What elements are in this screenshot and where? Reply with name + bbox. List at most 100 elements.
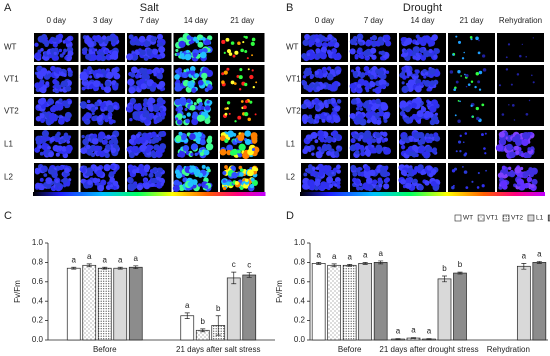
legend-swatch (454, 214, 462, 222)
leaf (48, 53, 53, 59)
error-bar (184, 312, 190, 320)
leaf (463, 170, 468, 174)
leaf (320, 148, 326, 153)
leaf (485, 169, 487, 172)
leaf (423, 151, 430, 158)
leaf (82, 178, 86, 183)
leaf (428, 39, 436, 47)
leaf (357, 49, 362, 54)
leaf (476, 116, 480, 121)
leaf (435, 103, 439, 107)
fluorescence-image (448, 97, 495, 126)
leaf (459, 150, 462, 153)
fluorescence-image (126, 130, 172, 159)
leaf (186, 98, 192, 104)
leaf (414, 97, 422, 104)
leaf (237, 149, 241, 154)
significance-letter: a (118, 255, 123, 264)
leaf (59, 88, 63, 92)
leaf (452, 53, 455, 56)
fluorescence-image (301, 130, 348, 159)
error-bar (215, 315, 221, 336)
leaf (199, 139, 206, 146)
leaf (306, 167, 313, 174)
leaf (381, 79, 387, 85)
panel-title: Salt (140, 2, 159, 14)
leaf (108, 113, 113, 117)
leaf (224, 107, 227, 111)
leaf (310, 131, 318, 139)
significance-letter: a (427, 327, 432, 336)
leaf (336, 184, 341, 189)
leaf (57, 117, 65, 125)
leaf (457, 140, 462, 144)
leaf (63, 134, 70, 141)
error-bar (102, 266, 108, 270)
leaf (328, 183, 334, 189)
panel-letter: D (286, 210, 294, 222)
leaf (207, 135, 213, 141)
y-tick-label: 0.4 (294, 296, 306, 305)
leaf (175, 135, 182, 141)
leaf (46, 183, 52, 189)
leaf (157, 74, 163, 80)
significance-letter: a (396, 327, 401, 336)
leaf (43, 37, 48, 42)
leaf (40, 118, 45, 124)
leaf (172, 184, 180, 192)
leaf (98, 150, 106, 158)
leaf (231, 171, 238, 179)
leaf (65, 85, 72, 92)
leaf (423, 50, 431, 58)
leaf (238, 88, 242, 91)
leaf (304, 33, 311, 41)
leaf (434, 135, 441, 142)
leaf (513, 119, 516, 121)
leaf (475, 71, 480, 76)
leaf (52, 78, 58, 85)
error-bar (347, 263, 353, 267)
leaf (106, 71, 113, 78)
leaf (128, 86, 136, 94)
fluorescence-image (126, 33, 172, 62)
leaf (402, 75, 407, 80)
leaf (155, 150, 163, 158)
color-scale (300, 192, 545, 196)
leaf (301, 79, 306, 85)
leaf (145, 148, 151, 154)
fluorescence-image (125, 97, 172, 126)
y-tick-label: 0.8 (32, 258, 44, 267)
error-bar (426, 338, 432, 340)
leaf (41, 139, 46, 144)
leaf (89, 53, 97, 61)
bar (128, 266, 143, 341)
leaf (246, 169, 254, 177)
leaf (526, 176, 533, 183)
leaf (104, 49, 109, 54)
leaf (173, 179, 180, 187)
leaf (92, 133, 98, 139)
leaf (207, 35, 213, 41)
leaf (525, 112, 529, 116)
leaf (143, 182, 151, 190)
leaf (37, 98, 45, 105)
fluorescence-image (399, 129, 446, 159)
leaf (204, 39, 211, 46)
leaf (500, 180, 508, 188)
leaf (110, 147, 117, 154)
leaf (307, 87, 313, 93)
y-tick-label: 1.0 (32, 238, 44, 247)
color-scale (33, 192, 266, 196)
leaf (190, 166, 197, 173)
leaf (250, 41, 255, 46)
leaf (233, 82, 237, 85)
leaf (511, 104, 515, 107)
leaf (323, 38, 327, 42)
leaf (314, 172, 319, 177)
leaf (370, 105, 377, 112)
leaf (385, 70, 390, 75)
leaf (359, 41, 364, 46)
leaf (476, 186, 480, 189)
leaf (237, 153, 243, 158)
column-label: 0 day (315, 16, 335, 25)
